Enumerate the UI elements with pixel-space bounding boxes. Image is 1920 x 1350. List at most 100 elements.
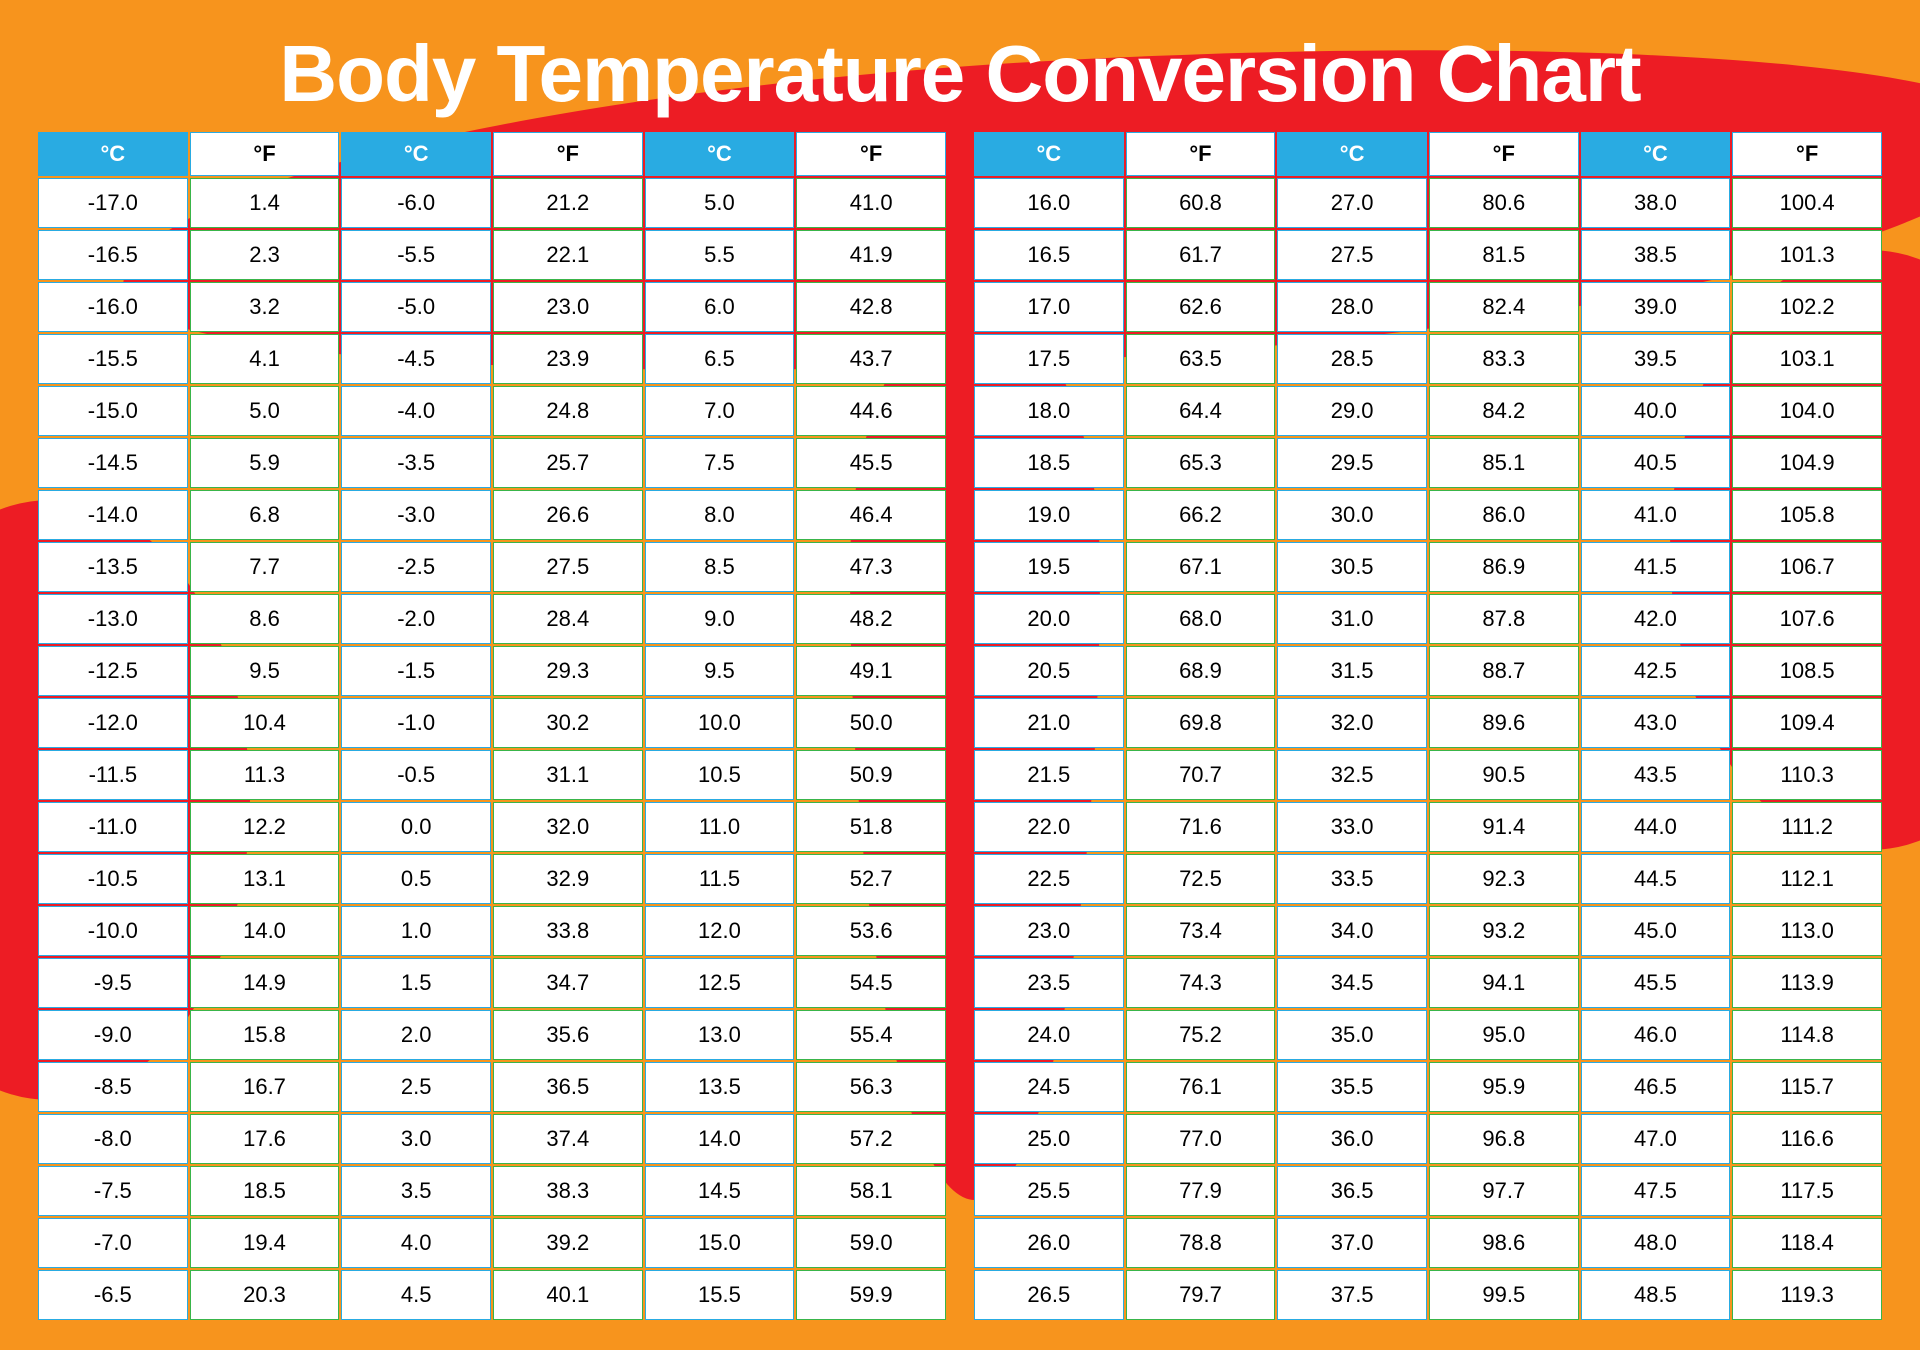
cell-fahrenheit: 3.2 xyxy=(190,282,340,332)
cell-fahrenheit: 27.5 xyxy=(493,542,643,592)
cell-celsius: 3.0 xyxy=(341,1114,491,1164)
column-header-fahrenheit: °F xyxy=(1429,132,1579,176)
table-row: 16.561.727.581.538.5101.3 xyxy=(974,230,1882,280)
cell-fahrenheit: 26.6 xyxy=(493,490,643,540)
column-header-fahrenheit: °F xyxy=(796,132,946,176)
cell-fahrenheit: 62.6 xyxy=(1126,282,1276,332)
cell-fahrenheit: 91.4 xyxy=(1429,802,1579,852)
cell-fahrenheit: 86.9 xyxy=(1429,542,1579,592)
cell-fahrenheit: 41.9 xyxy=(796,230,946,280)
cell-fahrenheit: 12.2 xyxy=(190,802,340,852)
cell-celsius: -0.5 xyxy=(341,750,491,800)
cell-celsius: -4.5 xyxy=(341,334,491,384)
table-row: 22.071.633.091.444.0111.2 xyxy=(974,802,1882,852)
cell-celsius: 22.0 xyxy=(974,802,1124,852)
table-row: -12.010.4-1.030.210.050.0 xyxy=(38,698,946,748)
cell-celsius: 8.0 xyxy=(645,490,795,540)
cell-fahrenheit: 11.3 xyxy=(190,750,340,800)
cell-fahrenheit: 114.8 xyxy=(1732,1010,1882,1060)
column-header-celsius: °C xyxy=(341,132,491,176)
cell-fahrenheit: 96.8 xyxy=(1429,1114,1579,1164)
cell-celsius: 19.5 xyxy=(974,542,1124,592)
cell-fahrenheit: 95.9 xyxy=(1429,1062,1579,1112)
cell-celsius: -5.5 xyxy=(341,230,491,280)
cell-celsius: 20.5 xyxy=(974,646,1124,696)
cell-fahrenheit: 99.5 xyxy=(1429,1270,1579,1320)
cell-celsius: 31.5 xyxy=(1277,646,1427,696)
cell-fahrenheit: 104.0 xyxy=(1732,386,1882,436)
cell-fahrenheit: 44.6 xyxy=(796,386,946,436)
cell-fahrenheit: 9.5 xyxy=(190,646,340,696)
cell-celsius: 10.0 xyxy=(645,698,795,748)
table-row: -13.57.7-2.527.58.547.3 xyxy=(38,542,946,592)
table-row: 24.075.235.095.046.0114.8 xyxy=(974,1010,1882,1060)
cell-celsius: 11.0 xyxy=(645,802,795,852)
cell-celsius: 9.5 xyxy=(645,646,795,696)
table-row: 19.567.130.586.941.5106.7 xyxy=(974,542,1882,592)
table-row: -8.516.72.536.513.556.3 xyxy=(38,1062,946,1112)
table-row: 17.563.528.583.339.5103.1 xyxy=(974,334,1882,384)
cell-celsius: 6.5 xyxy=(645,334,795,384)
cell-celsius: 46.0 xyxy=(1581,1010,1731,1060)
table-row: -10.513.10.532.911.552.7 xyxy=(38,854,946,904)
cell-celsius: 38.5 xyxy=(1581,230,1731,280)
cell-celsius: 34.5 xyxy=(1277,958,1427,1008)
cell-celsius: -1.0 xyxy=(341,698,491,748)
cell-fahrenheit: 55.4 xyxy=(796,1010,946,1060)
table-row: -13.08.6-2.028.49.048.2 xyxy=(38,594,946,644)
cell-celsius: 15.5 xyxy=(645,1270,795,1320)
cell-celsius: 33.5 xyxy=(1277,854,1427,904)
cell-celsius: -6.0 xyxy=(341,178,491,228)
cell-celsius: 12.5 xyxy=(645,958,795,1008)
cell-celsius: 29.5 xyxy=(1277,438,1427,488)
cell-fahrenheit: 45.5 xyxy=(796,438,946,488)
cell-celsius: 41.0 xyxy=(1581,490,1731,540)
cell-fahrenheit: 111.2 xyxy=(1732,802,1882,852)
cell-celsius: 23.5 xyxy=(974,958,1124,1008)
cell-fahrenheit: 23.0 xyxy=(493,282,643,332)
table-row: 22.572.533.592.344.5112.1 xyxy=(974,854,1882,904)
cell-celsius: 1.0 xyxy=(341,906,491,956)
cell-celsius: 48.0 xyxy=(1581,1218,1731,1268)
cell-fahrenheit: 59.0 xyxy=(796,1218,946,1268)
cell-fahrenheit: 87.8 xyxy=(1429,594,1579,644)
cell-celsius: 19.0 xyxy=(974,490,1124,540)
cell-fahrenheit: 66.2 xyxy=(1126,490,1276,540)
table-row: -15.54.1-4.523.96.543.7 xyxy=(38,334,946,384)
cell-fahrenheit: 25.7 xyxy=(493,438,643,488)
column-header-fahrenheit: °F xyxy=(1732,132,1882,176)
table-row: 26.078.837.098.648.0118.4 xyxy=(974,1218,1882,1268)
cell-fahrenheit: 80.6 xyxy=(1429,178,1579,228)
table-row: 21.570.732.590.543.5110.3 xyxy=(974,750,1882,800)
cell-fahrenheit: 36.5 xyxy=(493,1062,643,1112)
cell-fahrenheit: 35.6 xyxy=(493,1010,643,1060)
cell-celsius: -9.0 xyxy=(38,1010,188,1060)
table-row: 18.565.329.585.140.5104.9 xyxy=(974,438,1882,488)
cell-celsius: 28.0 xyxy=(1277,282,1427,332)
cell-fahrenheit: 48.2 xyxy=(796,594,946,644)
cell-fahrenheit: 116.6 xyxy=(1732,1114,1882,1164)
cell-fahrenheit: 103.1 xyxy=(1732,334,1882,384)
cell-fahrenheit: 29.3 xyxy=(493,646,643,696)
cell-celsius: -2.0 xyxy=(341,594,491,644)
table-row: -9.015.82.035.613.055.4 xyxy=(38,1010,946,1060)
cell-celsius: -12.0 xyxy=(38,698,188,748)
cell-celsius: 25.0 xyxy=(974,1114,1124,1164)
cell-celsius: -5.0 xyxy=(341,282,491,332)
cell-fahrenheit: 84.2 xyxy=(1429,386,1579,436)
cell-fahrenheit: 52.7 xyxy=(796,854,946,904)
cell-fahrenheit: 115.7 xyxy=(1732,1062,1882,1112)
cell-fahrenheit: 18.5 xyxy=(190,1166,340,1216)
cell-fahrenheit: 95.0 xyxy=(1429,1010,1579,1060)
cell-fahrenheit: 83.3 xyxy=(1429,334,1579,384)
cell-fahrenheit: 34.7 xyxy=(493,958,643,1008)
cell-celsius: 48.5 xyxy=(1581,1270,1731,1320)
cell-fahrenheit: 68.9 xyxy=(1126,646,1276,696)
cell-fahrenheit: 71.6 xyxy=(1126,802,1276,852)
cell-fahrenheit: 109.4 xyxy=(1732,698,1882,748)
cell-fahrenheit: 77.0 xyxy=(1126,1114,1276,1164)
tables-container: °C°F°C°F°C°F-17.01.4-6.021.25.041.0-16.5… xyxy=(0,130,1920,1322)
cell-celsius: -6.5 xyxy=(38,1270,188,1320)
cell-fahrenheit: 92.3 xyxy=(1429,854,1579,904)
cell-fahrenheit: 77.9 xyxy=(1126,1166,1276,1216)
